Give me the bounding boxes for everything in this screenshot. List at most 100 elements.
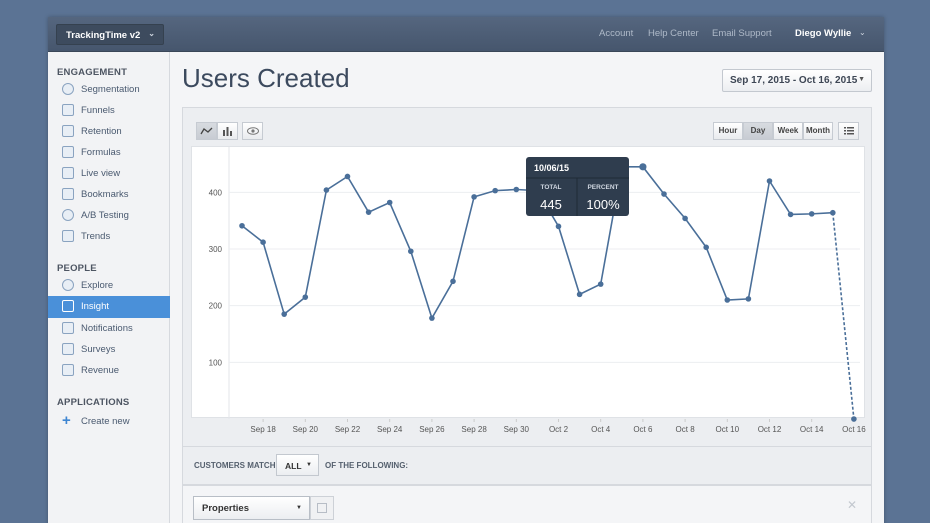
help-center-link[interactable]: Help Center [648, 28, 699, 39]
data-point [745, 296, 752, 302]
granularity-week[interactable]: Week [773, 122, 803, 140]
data-point [365, 209, 372, 215]
sidebar-item-bookmarks[interactable]: Bookmarks [48, 184, 170, 206]
x-tick-label: Sep 26 [419, 425, 445, 434]
filter-row: CUSTOMERS MATCH ALL ▼ OF THE FOLLOWING: [182, 447, 872, 485]
sidebar-item-create-new[interactable]: + Create new [48, 411, 170, 433]
property-select[interactable]: Properties ▼ [193, 496, 310, 520]
granularity-day[interactable]: Day [743, 122, 773, 140]
list-icon [843, 127, 854, 135]
sidebar-item-formulas[interactable]: Formulas [48, 142, 170, 164]
data-point [386, 199, 393, 206]
tooltip-percent-value: 100% [586, 197, 620, 212]
data-point [639, 163, 647, 171]
data-point [597, 281, 604, 287]
sidebar-item-label: Explore [81, 280, 114, 291]
sidebar-item-label: Notifications [81, 323, 133, 334]
sidebar-item-insight[interactable]: Insight [48, 296, 170, 318]
sidebar-item-label: Surveys [81, 344, 116, 355]
sidebar-item-trends[interactable]: Trends [48, 226, 170, 248]
data-point [661, 191, 667, 197]
sidebar-item-label: Live view [81, 168, 121, 179]
sidebar-item-notifications[interactable]: Notifications [48, 318, 170, 340]
x-tick-label: Oct 6 [633, 425, 653, 434]
sidebar-item-live-view[interactable]: Live view [48, 163, 170, 185]
sidebar-item-segmentation[interactable]: Segmentation [48, 79, 170, 101]
data-point [851, 416, 857, 422]
user-menu[interactable]: Diego Wyllie [795, 28, 852, 39]
sidebar-item-ab-testing[interactable]: A/B Testing [48, 205, 170, 227]
data-point [471, 194, 477, 200]
sidebar: ENGAGEMENT Segmentation Funnels Retentio… [48, 52, 170, 523]
retention-grid-icon [62, 125, 74, 137]
project-selector[interactable]: TrackingTime v2 ⌄ [56, 24, 164, 45]
x-tick-label: Sep 20 [293, 425, 319, 434]
bar-chart-icon [223, 127, 232, 136]
sidebar-item-label: Create new [81, 416, 130, 427]
tooltip-percent-label: PERCENT [587, 184, 618, 191]
square-icon [317, 503, 327, 513]
data-point [492, 187, 499, 194]
section-title-engagement: ENGAGEMENT [57, 67, 128, 78]
x-tick-label: Oct 2 [549, 425, 569, 434]
chart-panel: Hour Day Week Month 100 200 300 400 Sep 18 Se… [182, 107, 872, 447]
data-point [281, 311, 287, 317]
data-point [429, 315, 435, 321]
caret-down-icon: ▼ [306, 462, 312, 468]
sidebar-item-label: Revenue [81, 365, 120, 376]
line-chart-toggle[interactable] [196, 122, 217, 140]
bar-chart-toggle[interactable] [217, 122, 238, 140]
match-value: ALL [285, 461, 302, 471]
data-point [344, 173, 351, 180]
add-property-button[interactable] [310, 496, 334, 520]
sidebar-item-surveys[interactable]: Surveys [48, 339, 170, 361]
date-range-picker[interactable]: Sep 17, 2015 - Oct 16, 2015 ▼ [722, 69, 872, 92]
sidebar-item-funnels[interactable]: Funnels [48, 100, 170, 122]
x-tick-label: Oct 12 [758, 425, 782, 434]
bar-chart-icon [62, 300, 74, 312]
eye-icon [246, 127, 259, 135]
chevron-down-icon[interactable]: ⌄ [859, 28, 866, 37]
page-title: Users Created [182, 63, 350, 93]
x-tick-label: Oct 14 [800, 425, 824, 434]
users-created-line-chart: 100 200 300 400 Sep 18 Sep 20 Sep 22 Sep 24 Sep … [209, 147, 866, 434]
data-point [302, 294, 309, 300]
dollar-icon [62, 364, 74, 376]
trends-icon [62, 230, 74, 242]
data-point [513, 186, 520, 193]
x-tick-label: Sep 22 [335, 425, 361, 434]
x-tick-label: Sep 30 [504, 425, 530, 434]
date-range-value: Sep 17, 2015 - Oct 16, 2015 [730, 75, 858, 86]
customers-match-label: CUSTOMERS MATCH [194, 461, 276, 470]
y-tick-label: 300 [209, 245, 223, 254]
list-view-button[interactable] [838, 122, 859, 140]
sidebar-item-label: Insight [81, 301, 109, 312]
plus-icon: + [62, 412, 71, 429]
app-window: TrackingTime v2 ⌄ Account Help Center Em… [48, 17, 884, 523]
sidebar-item-label: Bookmarks [81, 189, 129, 200]
sidebar-item-explore[interactable]: Explore [48, 275, 170, 297]
sidebar-item-revenue[interactable]: Revenue [48, 360, 170, 382]
ab-testing-icon [62, 209, 74, 221]
following-label: OF THE FOLLOWING: [325, 461, 409, 470]
data-point [408, 248, 414, 255]
granularity-month[interactable]: Month [803, 122, 833, 140]
match-select[interactable]: ALL ▼ [276, 454, 319, 476]
line-chart-icon [200, 127, 213, 135]
series-line-dashed [832, 212, 855, 420]
data-point [787, 211, 794, 218]
email-support-link[interactable]: Email Support [712, 28, 772, 39]
top-bar: TrackingTime v2 ⌄ Account Help Center Em… [48, 17, 884, 52]
funnel-icon [62, 104, 74, 116]
granularity-hour[interactable]: Hour [713, 122, 743, 140]
close-icon[interactable]: ✕ [846, 498, 857, 512]
data-point [260, 239, 266, 245]
bookmarks-icon [62, 188, 74, 200]
data-point [576, 291, 583, 298]
survey-icon [62, 343, 74, 355]
chevron-down-icon: ⌄ [148, 29, 155, 38]
chart-area: 100 200 300 400 Sep 18 Sep 20 Sep 22 Sep 24 Sep … [191, 146, 866, 434]
account-link[interactable]: Account [599, 28, 634, 39]
sidebar-item-retention[interactable]: Retention [48, 121, 170, 143]
preview-toggle[interactable] [242, 122, 263, 140]
